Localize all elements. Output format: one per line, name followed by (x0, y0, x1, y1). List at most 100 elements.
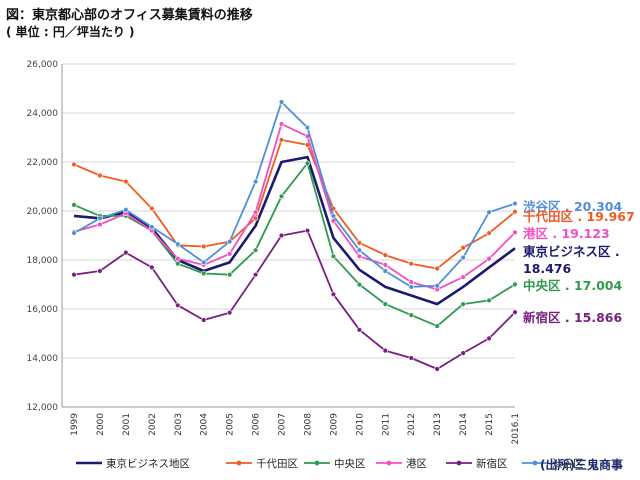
data-point (226, 309, 233, 316)
data-point (434, 323, 440, 329)
data-point (408, 284, 414, 290)
data-point (408, 312, 414, 318)
data-point (149, 205, 155, 212)
end-value-label: 渋谷区 . 20.304 (523, 199, 622, 214)
source-note: (出所)三鬼商事 (540, 458, 623, 472)
data-point (252, 209, 259, 215)
data-point (252, 272, 259, 278)
legend-label: 新宿区 (476, 457, 508, 470)
data-point (252, 215, 259, 222)
data-point (356, 327, 363, 333)
data-point (97, 221, 103, 228)
y-tick-label: 22,000 (27, 158, 59, 168)
data-point (278, 121, 285, 127)
data-point (408, 355, 414, 361)
data-point (304, 160, 311, 166)
x-tick-label: 2009 (329, 413, 339, 436)
end-value-label: 中央区 . 17.004 (523, 278, 622, 293)
x-tick-label: 2006 (252, 413, 262, 436)
data-point (201, 259, 207, 266)
data-point (330, 253, 337, 260)
data-point (278, 232, 285, 239)
x-tick-label: 2014 (459, 413, 469, 436)
data-point (460, 301, 466, 307)
data-point (382, 347, 388, 354)
data-point (408, 260, 414, 267)
data-point (278, 193, 285, 200)
data-point (330, 291, 337, 297)
x-tick-label: 2016.1 (511, 413, 521, 445)
data-point (434, 366, 440, 372)
data-point (226, 251, 233, 257)
chart-title: 図：東京都心部のオフィス募集賃料の推移 (6, 8, 253, 23)
chart-unit-subtitle: ( 単位 : 円／坪当たり ) (6, 25, 135, 39)
x-tick-label: 2002 (148, 413, 158, 436)
data-point (71, 161, 77, 168)
series-line (73, 101, 516, 288)
data-point (512, 281, 518, 288)
data-point (486, 335, 492, 342)
x-tick-label: 2012 (407, 413, 417, 436)
legend-label: 渋谷区 (552, 457, 584, 470)
data-point (460, 274, 466, 280)
data-point (71, 230, 77, 236)
y-tick-label: 14,000 (27, 354, 59, 364)
data-point (356, 240, 363, 246)
x-tick-label: 2008 (303, 413, 313, 436)
x-tick-label: 2015 (485, 413, 495, 436)
data-point (175, 260, 181, 267)
legend-swatch-marker (532, 460, 538, 466)
y-tick-label: 12,000 (27, 403, 59, 413)
data-point (252, 247, 259, 253)
data-point (226, 238, 233, 245)
data-point (434, 265, 440, 272)
data-point (356, 281, 363, 288)
data-point (304, 227, 311, 234)
legend-label: 千代田区 (256, 458, 298, 470)
x-tick-label: 2011 (381, 413, 391, 436)
y-tick-label: 24,000 (27, 109, 59, 119)
data-point (486, 297, 492, 304)
end-value-label: 新宿区 . 15.866 (523, 310, 622, 325)
data-point (486, 209, 492, 215)
series-line (73, 155, 516, 306)
end-value-label: 東京ビジネス区 . (523, 244, 620, 259)
series-line (73, 138, 516, 270)
series-line (73, 123, 516, 291)
x-tick-label: 2010 (355, 413, 365, 436)
data-point (460, 245, 466, 251)
legend-label: 中央区 (334, 457, 366, 470)
data-point (512, 200, 518, 207)
data-point (71, 272, 77, 278)
data-point (123, 249, 129, 256)
data-point (486, 256, 492, 262)
data-point (460, 254, 466, 261)
data-point (175, 241, 181, 247)
data-point (330, 213, 337, 219)
data-point (486, 230, 492, 236)
data-point (278, 99, 285, 105)
data-point (123, 178, 129, 185)
series-line (73, 162, 516, 328)
data-point (201, 270, 207, 277)
data-point (175, 302, 181, 309)
data-point (382, 301, 388, 307)
x-tick-label: 2003 (174, 413, 184, 436)
data-point (382, 262, 388, 268)
x-tick-label: 1999 (70, 413, 80, 436)
data-point (123, 207, 129, 213)
legend-swatch-marker (314, 460, 320, 466)
data-point (149, 224, 155, 230)
legend-swatch-marker (386, 460, 392, 466)
end-value-label: 千代田区 . 19.967 (523, 209, 635, 224)
data-point (434, 283, 440, 289)
data-point (175, 256, 181, 262)
data-point (97, 215, 103, 222)
end-value-label: 18.476 (523, 261, 572, 276)
data-point (512, 229, 518, 236)
y-tick-label: 18,000 (27, 256, 59, 266)
legend-label: 東京ビジネス地区 (106, 457, 190, 470)
x-tick-label: 2004 (200, 413, 210, 436)
